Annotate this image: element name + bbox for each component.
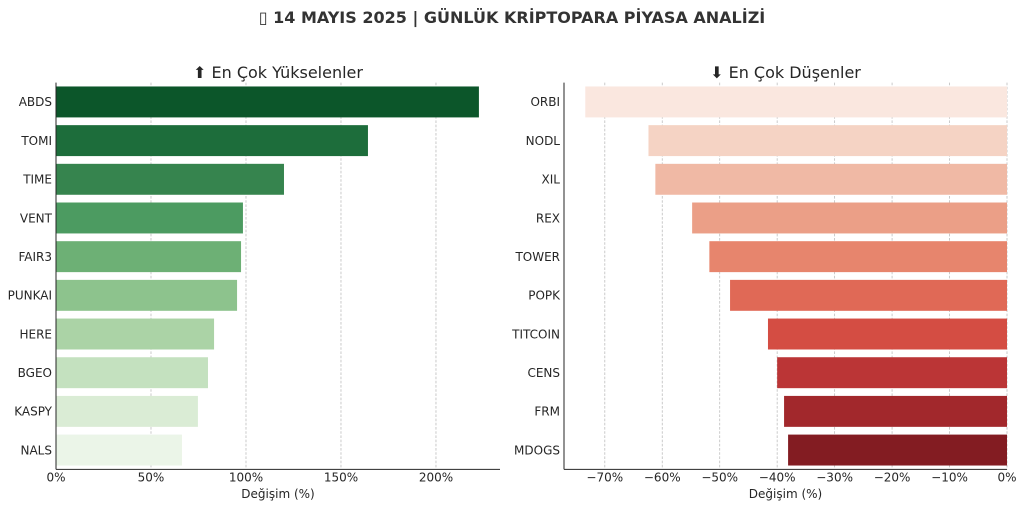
bar-popk: [730, 279, 1007, 311]
x-tick-label: −70%: [586, 470, 623, 484]
bar-vent: [56, 202, 243, 234]
category-label-mdogs: MDOGS: [514, 443, 560, 457]
category-label-nodl: NODL: [526, 134, 561, 148]
x-tick-label: 100%: [229, 470, 263, 484]
bar-tomi: [56, 125, 368, 157]
x-tick-label: 150%: [324, 470, 358, 484]
gainers-chart: ⬆ En Çok Yükselenler Değişim (%) ABDS TOM…: [8, 63, 500, 501]
x-tick-label: −10%: [931, 470, 968, 484]
losers-x-axis-label: Değişim (%): [749, 487, 822, 501]
bar-frm: [784, 395, 1007, 427]
bar-rex: [692, 202, 1007, 234]
bar-titcoin: [767, 318, 1007, 350]
bar-punkai: [56, 279, 238, 311]
bar-abds: [56, 86, 479, 118]
category-label-tomi: TOMI: [20, 134, 52, 148]
gainers-chart-title: ⬆ En Çok Yükselenler: [193, 63, 363, 82]
bar-fair3: [56, 241, 242, 273]
category-label-tower: TOWER: [514, 250, 560, 264]
losers-chart: ⬇ En Çok Düşenler Değişim (%) ORBI NODL XI…: [511, 63, 1016, 501]
category-label-fair3: FAIR3: [18, 250, 52, 264]
figure-title: ▯ 14 MAYIS 2025 | GÜNLÜK KRİPTOPARA PİYA…: [259, 8, 766, 28]
category-label-titcoin: TITCOIN: [511, 327, 560, 341]
category-label-vent: VENT: [20, 211, 53, 225]
bar-bgeo: [56, 357, 208, 389]
category-label-kaspy: KASPY: [14, 405, 52, 419]
x-tick-label: 0%: [46, 470, 65, 484]
category-label-rex: REX: [536, 211, 560, 225]
category-label-frm: FRM: [534, 405, 560, 419]
category-label-here: HERE: [19, 327, 52, 341]
gainers-x-axis-label: Değişim (%): [241, 487, 314, 501]
bar-nals: [56, 434, 182, 466]
bar-nodl: [648, 125, 1007, 157]
category-label-popk: POPK: [528, 289, 561, 303]
losers-chart-title: ⬇ En Çok Düşenler: [710, 63, 861, 82]
x-tick-label: −30%: [816, 470, 853, 484]
x-tick-label: 50%: [138, 470, 165, 484]
x-tick-label: −20%: [874, 470, 911, 484]
losers-x-tick-labels: −70% −60% −50% −40% −30% −20% −10% 0%: [586, 470, 1016, 484]
category-label-nals: NALS: [21, 443, 53, 457]
bar-kaspy: [56, 395, 198, 427]
losers-y-tick-labels: ORBI NODL XIL REX TOWER POPK TITCOIN CENS FRM MDO…: [511, 95, 561, 457]
category-label-punkai: PUNKAI: [8, 289, 52, 303]
category-label-abds: ABDS: [19, 95, 52, 109]
x-tick-label: −50%: [701, 470, 738, 484]
bar-cens: [777, 357, 1007, 389]
category-label-cens: CENS: [527, 366, 560, 380]
bar-tower: [709, 241, 1007, 273]
bar-here: [56, 318, 215, 350]
category-label-time: TIME: [22, 173, 52, 187]
category-label-xil: XIL: [542, 173, 561, 187]
bar-time: [56, 163, 284, 195]
x-tick-label: −40%: [759, 470, 796, 484]
x-tick-label: 0%: [997, 470, 1016, 484]
losers-bars: [585, 86, 1007, 466]
bar-orbi: [585, 86, 1007, 118]
gainers-y-tick-labels: ABDS TOMI TIME VENT FAIR3 PUNKAI HERE BGEO KASPY…: [8, 95, 53, 457]
bar-mdogs: [788, 434, 1007, 466]
category-label-bgeo: BGEO: [18, 366, 52, 380]
gainers-x-tick-labels: 0% 50% 100% 150% 200%: [46, 470, 453, 484]
x-tick-label: −60%: [644, 470, 681, 484]
category-label-orbi: ORBI: [530, 95, 560, 109]
bar-xil: [655, 163, 1007, 195]
x-tick-label: 200%: [419, 470, 453, 484]
gainers-bars: [56, 86, 479, 466]
